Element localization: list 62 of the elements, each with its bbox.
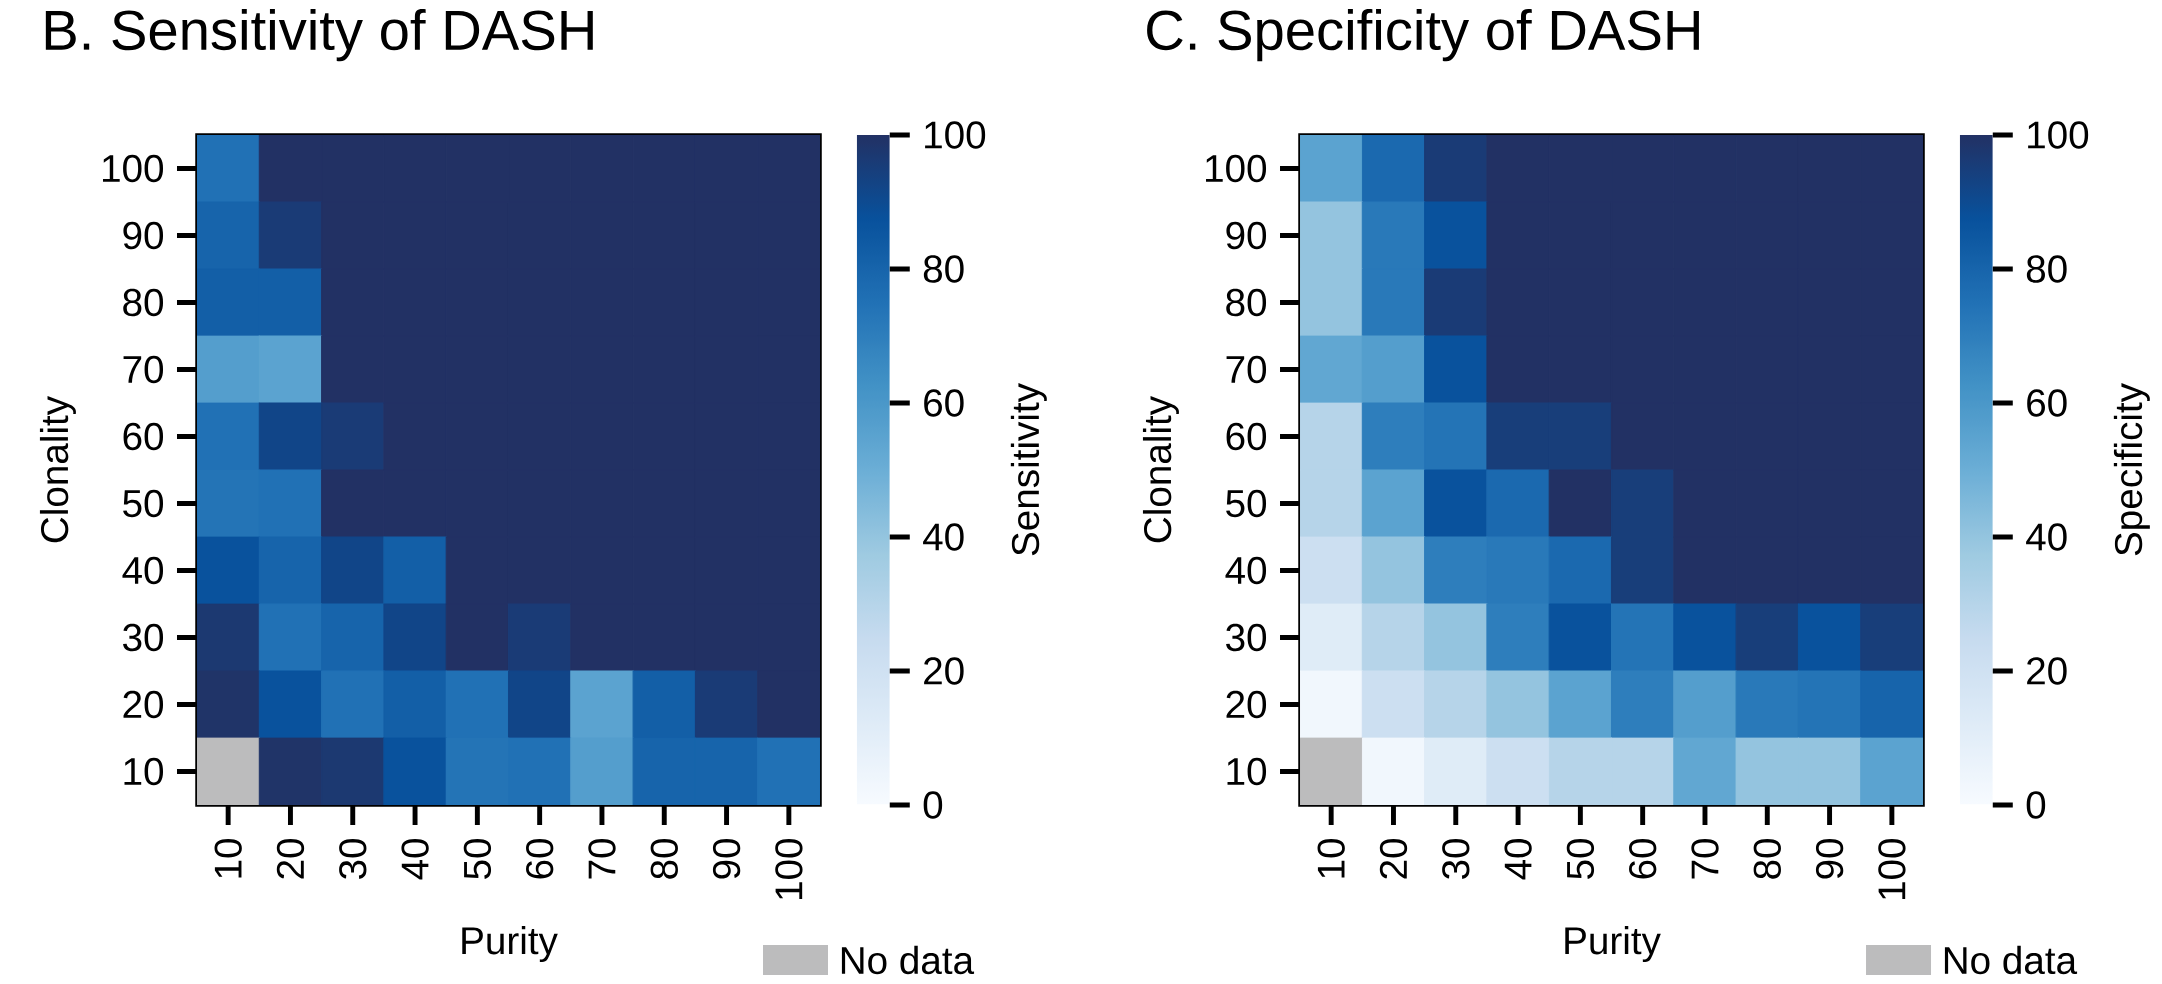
color-bar-label: 20 [2027,657,2067,685]
y-tick-label: 70 [123,355,164,384]
y-tick-label: 10 [1227,757,1267,786]
color-bar-title: Specificity [2113,383,2150,556]
x-tick-label: 20 [1379,838,1408,879]
y-tick-label: 20 [123,690,164,719]
color-bar-title: Sensitivity [1010,383,1047,556]
chart-title: B. Sensitivity of DASH [45,8,593,62]
x-tick-label: 40 [401,838,429,880]
y-tick-label: 100 [1206,154,1267,183]
y-tick-label: 30 [123,623,164,652]
text: No data [841,945,975,975]
x-tick-label: 100 [775,838,803,899]
x-tick-label: 80 [650,838,678,879]
x-tick-label: 50 [463,838,492,879]
color-bar-label: 80 [923,255,964,283]
x-tick-label: 40 [1504,838,1532,880]
color-bar-label: 40 [2026,523,2067,551]
y-tick-label: 90 [123,221,164,250]
y-tick-label: 40 [1225,556,1267,585]
x-tick-label: 50 [1566,838,1595,879]
y-tick-label: 50 [1226,489,1267,518]
x-axis-title: Purity [1565,926,1661,963]
y-tick-label: 100 [103,154,164,183]
color-bar-label: 0 [923,791,943,819]
y-tick-label: 30 [1226,623,1267,652]
y-axis-title: Clonality [39,396,76,543]
x-tick-label: 30 [339,838,367,879]
x-tick-label: 80 [1753,838,1781,879]
y-tick-label: 60 [123,422,164,451]
x-tick-label: 70 [1691,838,1719,879]
y-tick-label: 60 [1226,422,1267,451]
x-tick-label: 100 [1878,838,1906,899]
x-tick-label: 10 [214,838,242,878]
color-bar-label: 100 [2028,121,2089,149]
color-bar-label: 0 [2026,791,2046,819]
color-bar-label: 100 [925,121,986,149]
text: No data [1944,945,2078,975]
x-tick-label: 60 [526,838,554,879]
y-axis-title: Clonality [1142,396,1179,543]
y-tick-label: 40 [122,556,164,585]
color-bar-label: 40 [923,523,964,551]
x-axis-title: Purity [462,926,558,963]
x-tick-label: 10 [1317,838,1345,878]
x-tick-label: 30 [1442,838,1470,879]
color-bar-label: 60 [924,389,964,417]
x-tick-label: 60 [1629,838,1657,879]
y-tick-label: 10 [124,757,164,786]
chart-title: C. Specificity of DASH [1147,8,1699,62]
y-tick-label: 70 [1226,355,1267,384]
x-tick-label: 90 [1815,838,1844,879]
x-tick-label: 20 [276,838,305,879]
x-tick-label: 70 [588,838,616,879]
y-tick-label: 90 [1226,221,1267,250]
y-tick-label: 80 [1226,288,1267,317]
y-tick-label: 80 [123,288,164,317]
y-tick-label: 50 [123,489,164,518]
color-bar-label: 80 [2026,255,2067,283]
y-tick-label: 20 [1226,690,1267,719]
x-tick-label: 90 [712,838,741,879]
color-bar-label: 20 [924,657,964,685]
color-bar-label: 60 [2027,389,2067,417]
